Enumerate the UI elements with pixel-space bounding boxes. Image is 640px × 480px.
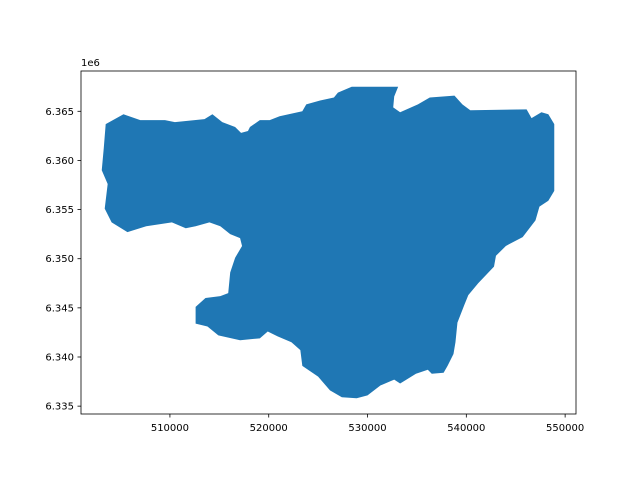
x-tick-label: 510000: [151, 423, 189, 434]
x-tick-label: 530000: [348, 423, 386, 434]
y-tick-label: 6.365: [45, 107, 74, 118]
y-tick-label: 6.340: [45, 352, 74, 363]
x-tick-label: 550000: [546, 423, 584, 434]
region: [101, 86, 555, 399]
x-tick-label: 540000: [447, 423, 485, 434]
y-tick-label: 6.345: [45, 303, 74, 314]
y-tick-label: 6.350: [45, 254, 74, 265]
axes-frame: [80, 70, 577, 415]
offset-label: 1e6: [81, 58, 100, 69]
x-tick-label: 520000: [250, 423, 288, 434]
y-tick-label: 6.360: [45, 156, 74, 167]
y-tick-label: 6.355: [45, 205, 74, 216]
y-tick-label: 6.335: [45, 402, 74, 413]
